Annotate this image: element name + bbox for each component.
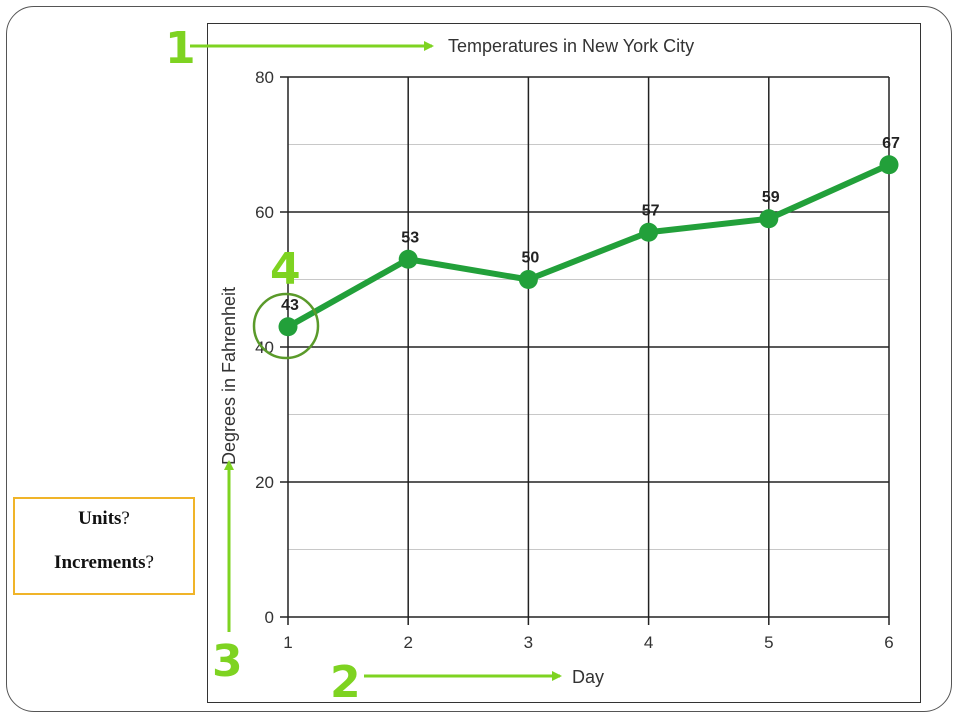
y-tick-label: 60 [255, 203, 274, 222]
chart-panel: 0 20 40 60 80 1 2 3 4 5 6 Temperatures in New York … [207, 23, 921, 703]
y-axis-label: Degrees in Fahrenheit [219, 287, 239, 465]
data-point [398, 249, 418, 269]
y-tick-label: 40 [255, 338, 274, 357]
y-tick-label: 80 [255, 68, 274, 87]
line-chart: 0 20 40 60 80 1 2 3 4 5 6 Temperatures in New York … [219, 36, 900, 687]
slide-frame [6, 6, 952, 712]
question-note-box: Units? Increments? [13, 497, 195, 595]
data-point [518, 270, 538, 289]
y-tick-label: 0 [265, 608, 274, 627]
chart-title: Temperatures in New York City [448, 36, 694, 56]
x-axis-label: Day [572, 667, 604, 687]
data-point [278, 317, 298, 337]
data-point [759, 209, 779, 229]
data-point [879, 155, 899, 175]
data-label: 50 [522, 250, 540, 267]
x-tick-label: 4 [644, 633, 653, 652]
data-label: 43 [281, 297, 299, 314]
data-label: 67 [882, 135, 900, 152]
data-label: 59 [762, 189, 780, 206]
x-tick-label: 5 [764, 633, 773, 652]
temperature-line [286, 162, 891, 330]
note-line-increments: Increments? [54, 552, 154, 573]
note-line-units: Units? [78, 508, 130, 529]
x-tick-label: 2 [403, 633, 412, 652]
x-tick-label: 6 [884, 633, 893, 652]
y-tick-label: 20 [255, 473, 274, 492]
data-label: 53 [401, 229, 419, 246]
x-tick-label: 1 [283, 633, 292, 652]
data-label: 57 [642, 202, 660, 219]
x-tick-label: 3 [524, 633, 533, 652]
data-point [639, 222, 659, 242]
